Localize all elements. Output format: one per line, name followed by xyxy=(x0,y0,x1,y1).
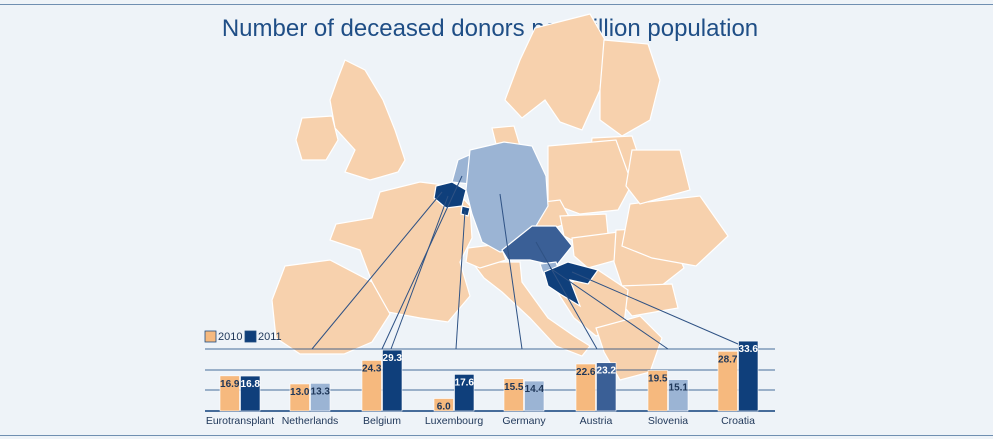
value-label-2011-belgium: 29.3 xyxy=(383,353,403,364)
bar-2010-netherlands xyxy=(289,383,310,412)
value-label-2010-austria: 22.6 xyxy=(576,367,596,378)
value-label-2010-netherlands: 13.0 xyxy=(290,387,310,398)
legend-label-2010: 2010 xyxy=(218,331,242,343)
chart-legend: 2010 2011 xyxy=(204,330,282,343)
value-label-2011-luxembourg: 17.6 xyxy=(455,377,475,388)
category-label-germany: Germany xyxy=(502,415,546,427)
bar-2011-belgium xyxy=(382,349,403,412)
bar-2010-croatia xyxy=(717,351,738,412)
bar-2011-eurotransplant xyxy=(240,375,261,412)
value-label-2010-slovenia: 19.5 xyxy=(648,373,668,384)
bar-2010-slovenia xyxy=(647,370,668,412)
bottom-rule xyxy=(0,435,993,436)
country-bulgaria xyxy=(619,283,679,317)
bar-2011-netherlands xyxy=(310,383,331,412)
bar-2010-germany xyxy=(503,378,524,412)
leader-line-croatia xyxy=(571,271,739,345)
leader-line-luxembourg xyxy=(455,210,466,350)
value-label-2010-luxembourg: 6.0 xyxy=(437,402,451,413)
country-ireland xyxy=(295,115,339,161)
legend-swatch-2011 xyxy=(244,330,257,343)
top-rule xyxy=(0,4,993,5)
leader-line-germany xyxy=(499,193,523,350)
leader-lines xyxy=(311,175,739,350)
leader-line-netherlands xyxy=(381,175,463,350)
country-united-kingdom xyxy=(329,59,406,181)
category-label-austria: Austria xyxy=(580,415,613,427)
bar-2011-luxembourg xyxy=(454,374,475,412)
legend-swatch-2010 xyxy=(204,330,217,343)
value-label-2011-slovenia: 15.1 xyxy=(669,383,689,394)
country-ukraine xyxy=(621,195,729,267)
value-label-2010-croatia: 28.7 xyxy=(718,354,738,365)
value-label-2011-germany: 14.4 xyxy=(525,384,545,395)
bar-2010-luxembourg xyxy=(433,398,454,412)
bars: 16.9 16.8 Eurotransplant 13.0 13.3 Netherland… xyxy=(206,340,759,427)
value-label-2010-belgium: 24.3 xyxy=(362,363,382,374)
country-iberia xyxy=(271,259,391,355)
bar-2011-croatia xyxy=(738,340,759,412)
category-label-belgium: Belgium xyxy=(363,415,401,427)
country-belarus xyxy=(625,149,691,205)
country-finland xyxy=(599,39,661,137)
value-label-2011-austria: 23.2 xyxy=(597,366,617,377)
bar-2010-eurotransplant xyxy=(219,375,240,412)
leader-line-slovenia xyxy=(549,267,669,350)
country-austria xyxy=(501,225,573,267)
category-label-netherlands: Netherlands xyxy=(282,415,339,427)
country-italy xyxy=(470,261,591,357)
bar-2011-austria xyxy=(596,362,617,412)
leader-line-austria xyxy=(535,241,598,350)
bar-2011-germany xyxy=(524,380,545,412)
category-label-eurotransplant: Eurotransplant xyxy=(206,415,274,427)
leader-line-belgium xyxy=(390,195,449,350)
value-label-2011-eurotransplant: 16.8 xyxy=(241,379,261,390)
country-luxembourg xyxy=(460,205,471,217)
bar-2010-austria xyxy=(575,363,596,412)
value-label-2010-eurotransplant: 16.9 xyxy=(220,379,240,390)
chart-title: Number of deceased donors per million po… xyxy=(221,15,759,42)
country-hungary xyxy=(571,231,625,269)
leader-line-eurotransplant xyxy=(311,191,443,350)
country-scandinavia xyxy=(504,13,606,131)
bar-2011-slovenia xyxy=(668,379,689,412)
legend-label-2011: 2011 xyxy=(258,331,282,343)
value-label-2011-netherlands: 13.3 xyxy=(311,386,331,397)
bar-2010-belgium xyxy=(361,360,382,412)
category-label-luxembourg: Luxembourg xyxy=(425,415,484,427)
value-label-2011-croatia: 33.6 xyxy=(739,344,759,355)
value-label-2010-germany: 15.5 xyxy=(504,382,524,393)
category-label-croatia: Croatia xyxy=(721,415,755,427)
category-label-slovenia: Slovenia xyxy=(648,415,688,427)
